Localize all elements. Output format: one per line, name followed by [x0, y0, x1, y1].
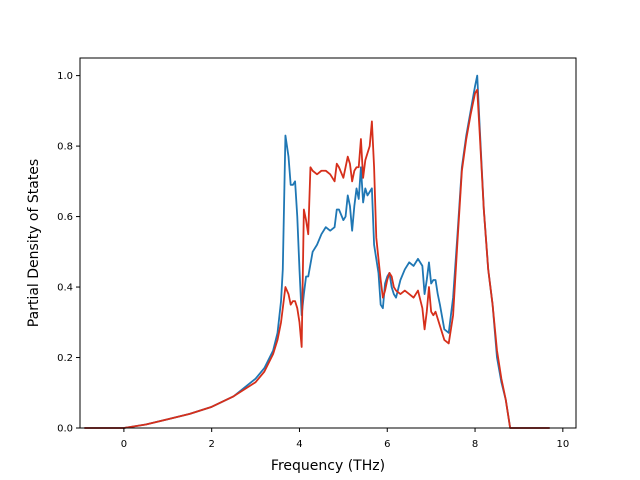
- x-tick-label: 0: [121, 439, 127, 450]
- y-tick-label: 0.8: [57, 142, 73, 153]
- y-axis-label: Partial Density of States: [26, 159, 42, 327]
- x-tick-label: 4: [296, 439, 302, 450]
- y-tick-label: 0.6: [57, 212, 73, 223]
- series-line-2: [84, 88, 550, 429]
- x-tick-label: 8: [472, 439, 478, 450]
- x-axis-label: Frequency (THz): [271, 458, 385, 474]
- y-tick-label: 0.0: [57, 424, 73, 435]
- plot-frame: [79, 57, 577, 429]
- x-axis-ticks: 0 2 4 6 8 10: [121, 428, 569, 450]
- x-tick-label: 10: [556, 439, 569, 450]
- y-tick-label: 0.4: [57, 283, 73, 294]
- y-axis-ticks: 0.0 0.2 0.4 0.6 0.8 1.0: [57, 71, 80, 435]
- y-tick-label: 0.2: [57, 353, 73, 364]
- x-tick-label: 6: [384, 439, 390, 450]
- series-layer: [84, 74, 550, 429]
- y-tick-label: 1.0: [57, 71, 73, 82]
- x-tick-label: 2: [208, 439, 214, 450]
